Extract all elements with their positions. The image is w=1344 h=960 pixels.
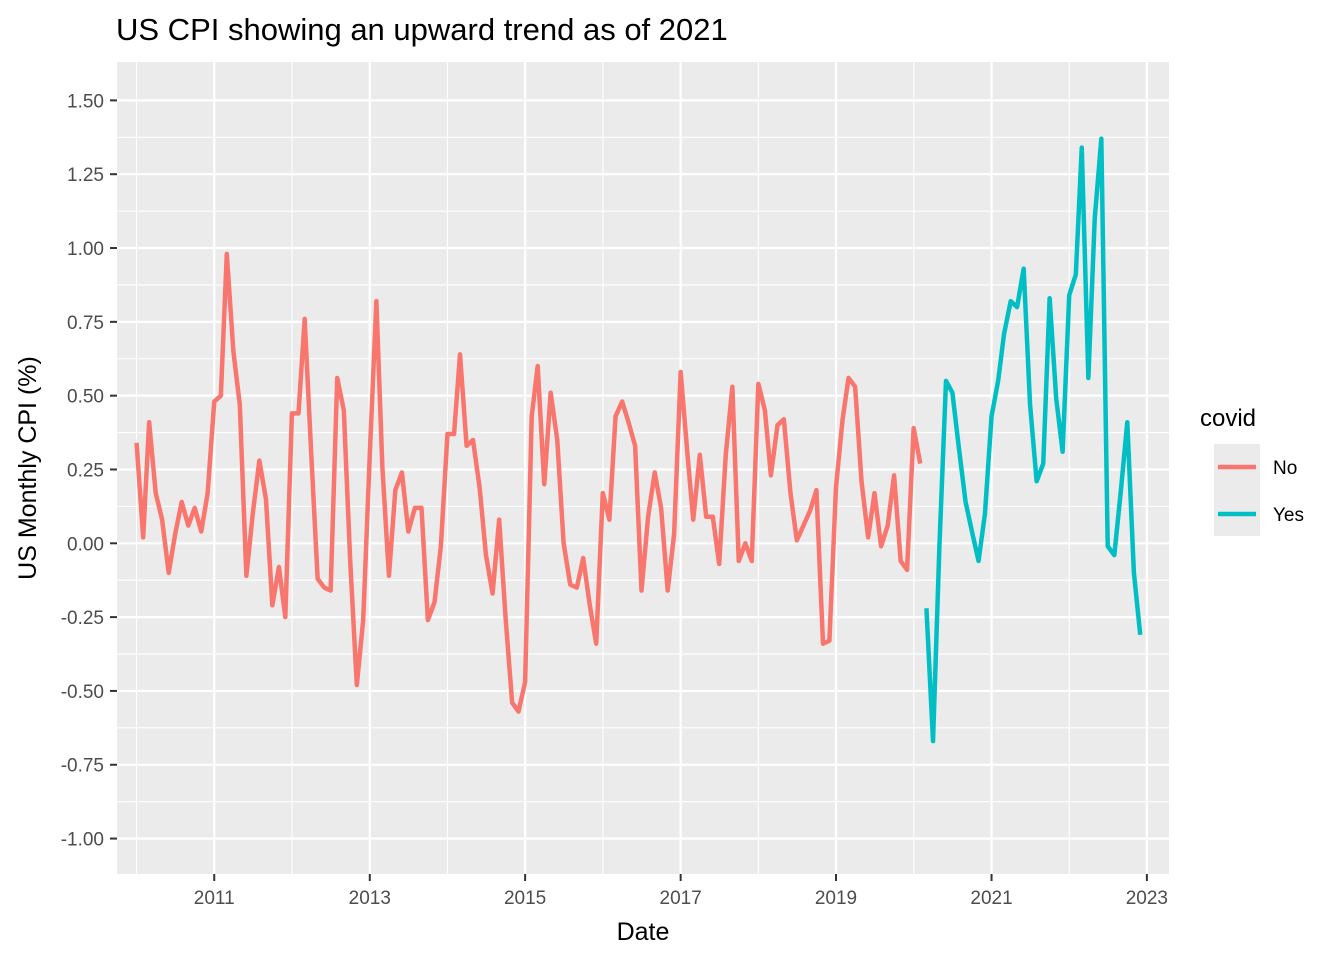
- y-tick-label: -0.75: [61, 756, 104, 777]
- x-axis-title: Date: [617, 918, 670, 946]
- y-tick-label: 1.00: [67, 239, 104, 260]
- x-tick-label: 2013: [349, 888, 391, 909]
- x-tick-label: 2021: [970, 888, 1012, 909]
- x-tick-label: 2017: [660, 888, 702, 909]
- y-axis: 1.50 1.25 1.00 0.75 0.50 0.25 0.00 -0.25 -0.50 -0…: [61, 91, 117, 851]
- y-tick-label: 0.00: [67, 534, 104, 555]
- y-tick-label: -0.50: [61, 682, 104, 703]
- x-tick-label: 2019: [815, 888, 857, 909]
- x-axis: 2011 2013 2015 2017 2019 2021 2023: [194, 874, 1168, 909]
- y-tick-label: 0.75: [67, 313, 104, 334]
- series-line-yes: [924, 136, 1143, 744]
- legend-title: covid: [1200, 405, 1256, 432]
- y-tick-label: 1.25: [67, 165, 104, 186]
- legend-entry-yes: Yes: [1214, 490, 1304, 536]
- chart-title: US CPI showing an upward trend as of 202…: [116, 12, 728, 47]
- plot-panel: [117, 62, 1169, 874]
- y-tick-label: -0.25: [61, 608, 104, 629]
- y-axis-title: US Monthly CPI (%): [14, 356, 42, 580]
- legend-label-no: No: [1273, 458, 1297, 479]
- x-tick-label: 2011: [194, 888, 235, 909]
- series-layer: [134, 136, 1143, 744]
- legend-label-yes: Yes: [1273, 505, 1304, 526]
- y-tick-label: -1.00: [61, 830, 104, 851]
- x-tick-label: 2023: [1126, 888, 1168, 909]
- legend-entry-no: No: [1214, 444, 1297, 490]
- series-line-no: [134, 251, 923, 714]
- y-tick-label: 1.50: [67, 91, 104, 112]
- y-tick-label: 0.50: [67, 387, 104, 408]
- x-tick-label: 2015: [504, 888, 546, 909]
- y-tick-label: 0.25: [67, 460, 104, 481]
- legend: covid No Yes: [1200, 405, 1304, 536]
